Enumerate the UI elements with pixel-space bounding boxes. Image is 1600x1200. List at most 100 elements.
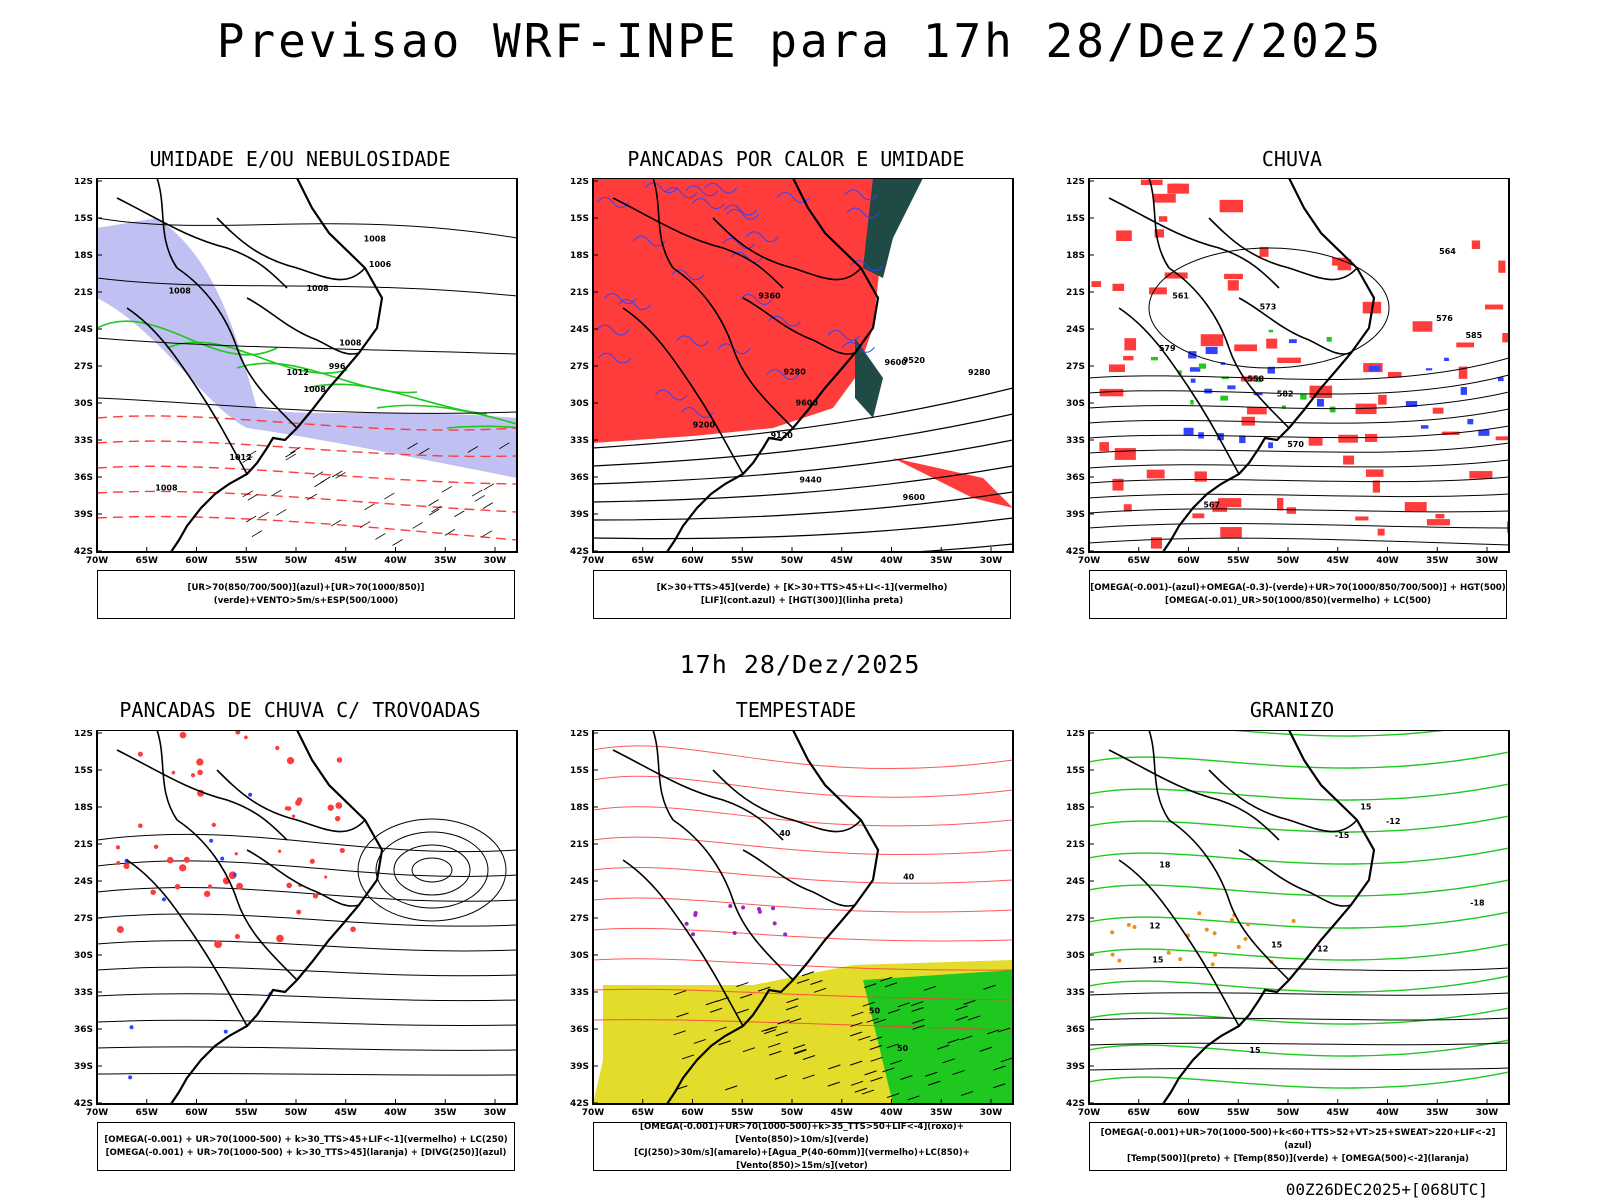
lon-tick-label: 55W xyxy=(235,1108,258,1118)
lon-tick-label: 40W xyxy=(880,1108,903,1118)
lat-tick-label: 33S xyxy=(570,436,589,446)
rain-red-patch xyxy=(1220,527,1242,538)
rain-red-patch xyxy=(1149,287,1167,295)
wind-vector xyxy=(774,1074,788,1080)
lif-contour xyxy=(664,187,698,199)
coastline xyxy=(170,730,384,1104)
rain-red-patch xyxy=(1164,272,1188,279)
rain-red-patch xyxy=(1158,216,1168,222)
lc250-streamline xyxy=(97,940,517,952)
storm-red-dot xyxy=(174,883,181,890)
state-border xyxy=(116,197,288,289)
lon-tick-label: 55W xyxy=(1227,1108,1250,1118)
precipitable-water-contour xyxy=(593,988,1013,1001)
storm-red-dot xyxy=(179,864,187,872)
rain-red-patch xyxy=(1240,376,1260,382)
severe-purple-dot xyxy=(783,932,788,937)
map-panel-umidade: 1008100810121008100810121008100810069961… xyxy=(74,178,518,566)
lon-tick-label: 45W xyxy=(1327,1108,1350,1118)
map-field: 585 582 579 576 573 570 567 564 561 558 xyxy=(1089,178,1509,552)
contour-label: 40 xyxy=(779,829,791,838)
rain-red-patch xyxy=(1124,338,1137,351)
storm-red-dot xyxy=(153,844,159,850)
rain-blue-patch xyxy=(1460,386,1467,395)
wind-vector xyxy=(897,1002,910,1008)
storm-red-dot xyxy=(286,756,295,765)
panel-title-granizo: GRANIZO xyxy=(1249,698,1335,722)
storm-red-dot xyxy=(197,769,203,776)
contour-label: 15 xyxy=(1152,955,1164,964)
map-field: 15 15 18 12 15 -12 -15 -18 15 12 xyxy=(1089,730,1509,1104)
instability-red-area xyxy=(593,178,923,443)
severe-purple-dot xyxy=(684,921,689,926)
wind-vector xyxy=(740,993,753,999)
rain-blue-patch xyxy=(1425,368,1433,371)
lon-tick-label: 70W xyxy=(582,1108,605,1118)
lat-tick-label: 42S xyxy=(570,1099,589,1109)
lon-tick-label: 30W xyxy=(980,1108,1003,1118)
rain-red-patch xyxy=(1167,183,1190,194)
lif-contour xyxy=(846,207,880,219)
rain-green-patch xyxy=(1326,336,1332,342)
state-border xyxy=(1108,749,1280,841)
lc250-streamline xyxy=(97,1019,517,1026)
lon-tick-label: 45W xyxy=(335,556,358,566)
lon-tick-label: 70W xyxy=(86,556,109,566)
lon-tick-label: 30W xyxy=(980,556,1003,566)
hgt300-contour xyxy=(593,413,1013,467)
wind-vector xyxy=(789,1018,802,1024)
contour-label: 15 xyxy=(1360,802,1372,811)
hgt300-contour xyxy=(593,517,1013,540)
contour-label: 9200 xyxy=(693,420,716,429)
wind-vector xyxy=(851,1011,864,1017)
contour-label: 1008 xyxy=(339,338,362,347)
storm-red-dot xyxy=(211,822,216,828)
rain-blue-patch xyxy=(1478,429,1490,436)
rain-blue-patch xyxy=(1205,346,1218,355)
lc250-streamline xyxy=(97,1072,517,1076)
wind-vector xyxy=(483,483,495,491)
hgt500-streamline xyxy=(1089,425,1509,439)
lat-tick-label: 42S xyxy=(1066,1099,1085,1109)
wind-vector xyxy=(884,982,898,988)
lon-tick-label: 70W xyxy=(1078,1108,1101,1118)
lon-tick-label: 40W xyxy=(384,1108,407,1118)
storm-red-dot xyxy=(277,849,282,853)
lat-tick-label: 27S xyxy=(74,914,93,924)
wind-vector xyxy=(714,1026,727,1032)
state-border xyxy=(1148,730,1170,821)
thickness-contour xyxy=(97,490,517,513)
lat-tick-label: 21S xyxy=(1066,840,1085,850)
contour-label: 1008 xyxy=(306,284,329,293)
lon-tick-label: 55W xyxy=(235,556,258,566)
rain-blue-patch xyxy=(1239,435,1246,444)
contour-label: 12 xyxy=(1317,945,1328,954)
lon-tick-label: 45W xyxy=(335,1108,358,1118)
hgt500-streamline xyxy=(1089,459,1509,469)
rain-red-patch xyxy=(1219,199,1244,213)
divergence-blue-dot xyxy=(248,792,253,797)
wind-vector xyxy=(285,453,297,461)
rain-red-patch xyxy=(1099,388,1124,397)
rain-red-patch xyxy=(1114,448,1136,460)
storm-red-dot xyxy=(207,884,213,889)
model-run-label: 00Z26DEC2025+[068UTC] xyxy=(1285,1180,1488,1199)
wind-vector xyxy=(364,503,375,511)
state-border xyxy=(622,307,744,475)
wind-vector xyxy=(769,1050,782,1056)
contour-label: 15 xyxy=(1271,941,1283,950)
state-border xyxy=(1238,297,1352,355)
wind-vector xyxy=(968,1015,981,1021)
state-border xyxy=(176,267,298,429)
rain-red-patch xyxy=(1200,334,1224,347)
legend-line: [CJ(250)>30m/s](amarelo)+[Agua_P(40-60mm… xyxy=(634,1147,970,1171)
lat-tick-label: 18S xyxy=(74,803,93,813)
storm-red-dot xyxy=(291,814,296,818)
hgt500-streamline xyxy=(1089,493,1509,499)
wind-vector xyxy=(242,456,253,463)
rain-red-patch xyxy=(1456,342,1475,348)
contour-label: 9600 xyxy=(885,358,908,367)
rain-blue-patch xyxy=(1190,378,1196,383)
storm-red-dot xyxy=(123,862,130,870)
temp850-contour xyxy=(1089,1071,1509,1089)
